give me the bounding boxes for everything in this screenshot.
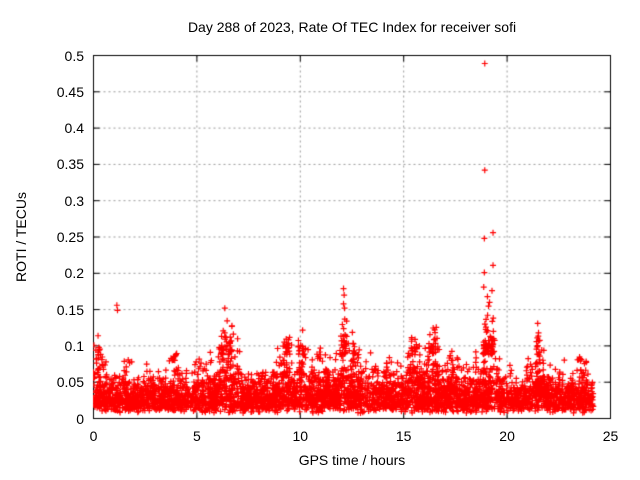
x-axis-title: GPS time / hours: [298, 452, 406, 468]
y-axis-title: ROTI / TECUs: [13, 192, 29, 282]
chart-title: Day 288 of 2023, Rate Of TEC Index for r…: [187, 19, 517, 35]
